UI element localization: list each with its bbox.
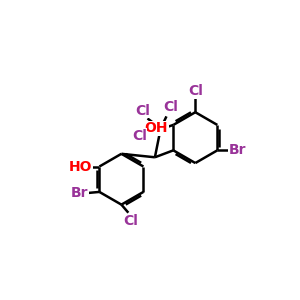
Text: Cl: Cl (132, 129, 147, 143)
Text: OH: OH (145, 122, 168, 135)
Text: Cl: Cl (188, 84, 203, 98)
Text: Br: Br (70, 186, 88, 200)
Text: Cl: Cl (135, 103, 150, 118)
Text: Cl: Cl (123, 214, 138, 228)
Text: HO: HO (68, 160, 92, 173)
Text: Cl: Cl (163, 100, 178, 114)
Text: Br: Br (229, 143, 246, 157)
